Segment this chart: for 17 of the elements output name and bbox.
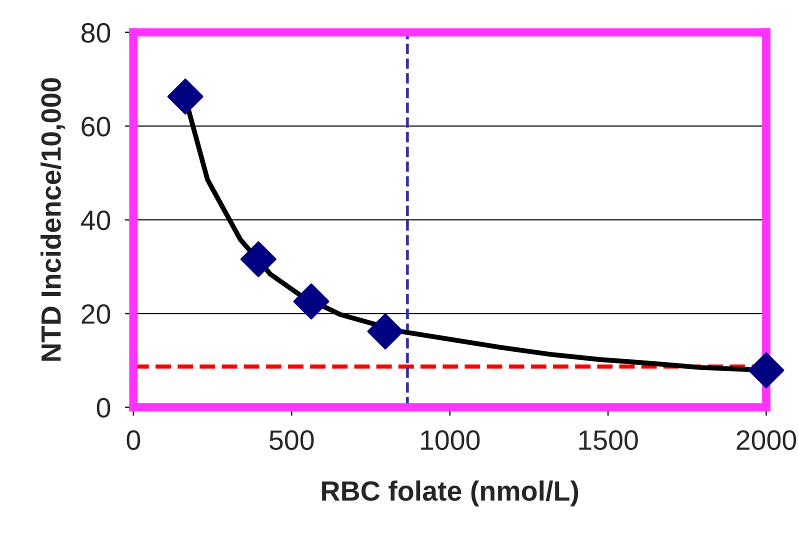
y-tick-label: 60 [82, 116, 110, 136]
x-tick-label: 0 [126, 430, 140, 450]
x-axis-title: RBC folate (nmol/L) [322, 480, 578, 506]
point [748, 352, 784, 388]
x-tick-label: 1000 [421, 430, 480, 450]
point [293, 283, 330, 320]
x-tick-label: 1500 [579, 430, 638, 450]
y-tick-label: 20 [82, 304, 110, 324]
x-tick-label: 2000 [736, 430, 796, 450]
point [240, 241, 276, 278]
y-tick-label: 40 [80, 210, 110, 230]
y-tick-label: 80 [82, 23, 110, 43]
point [367, 313, 404, 350]
y-tick-label: 0 [96, 398, 110, 418]
point [167, 78, 204, 115]
y-axis-title: NTD Incidence/10,000 [40, 78, 65, 361]
x-tick-label: 500 [270, 430, 314, 450]
